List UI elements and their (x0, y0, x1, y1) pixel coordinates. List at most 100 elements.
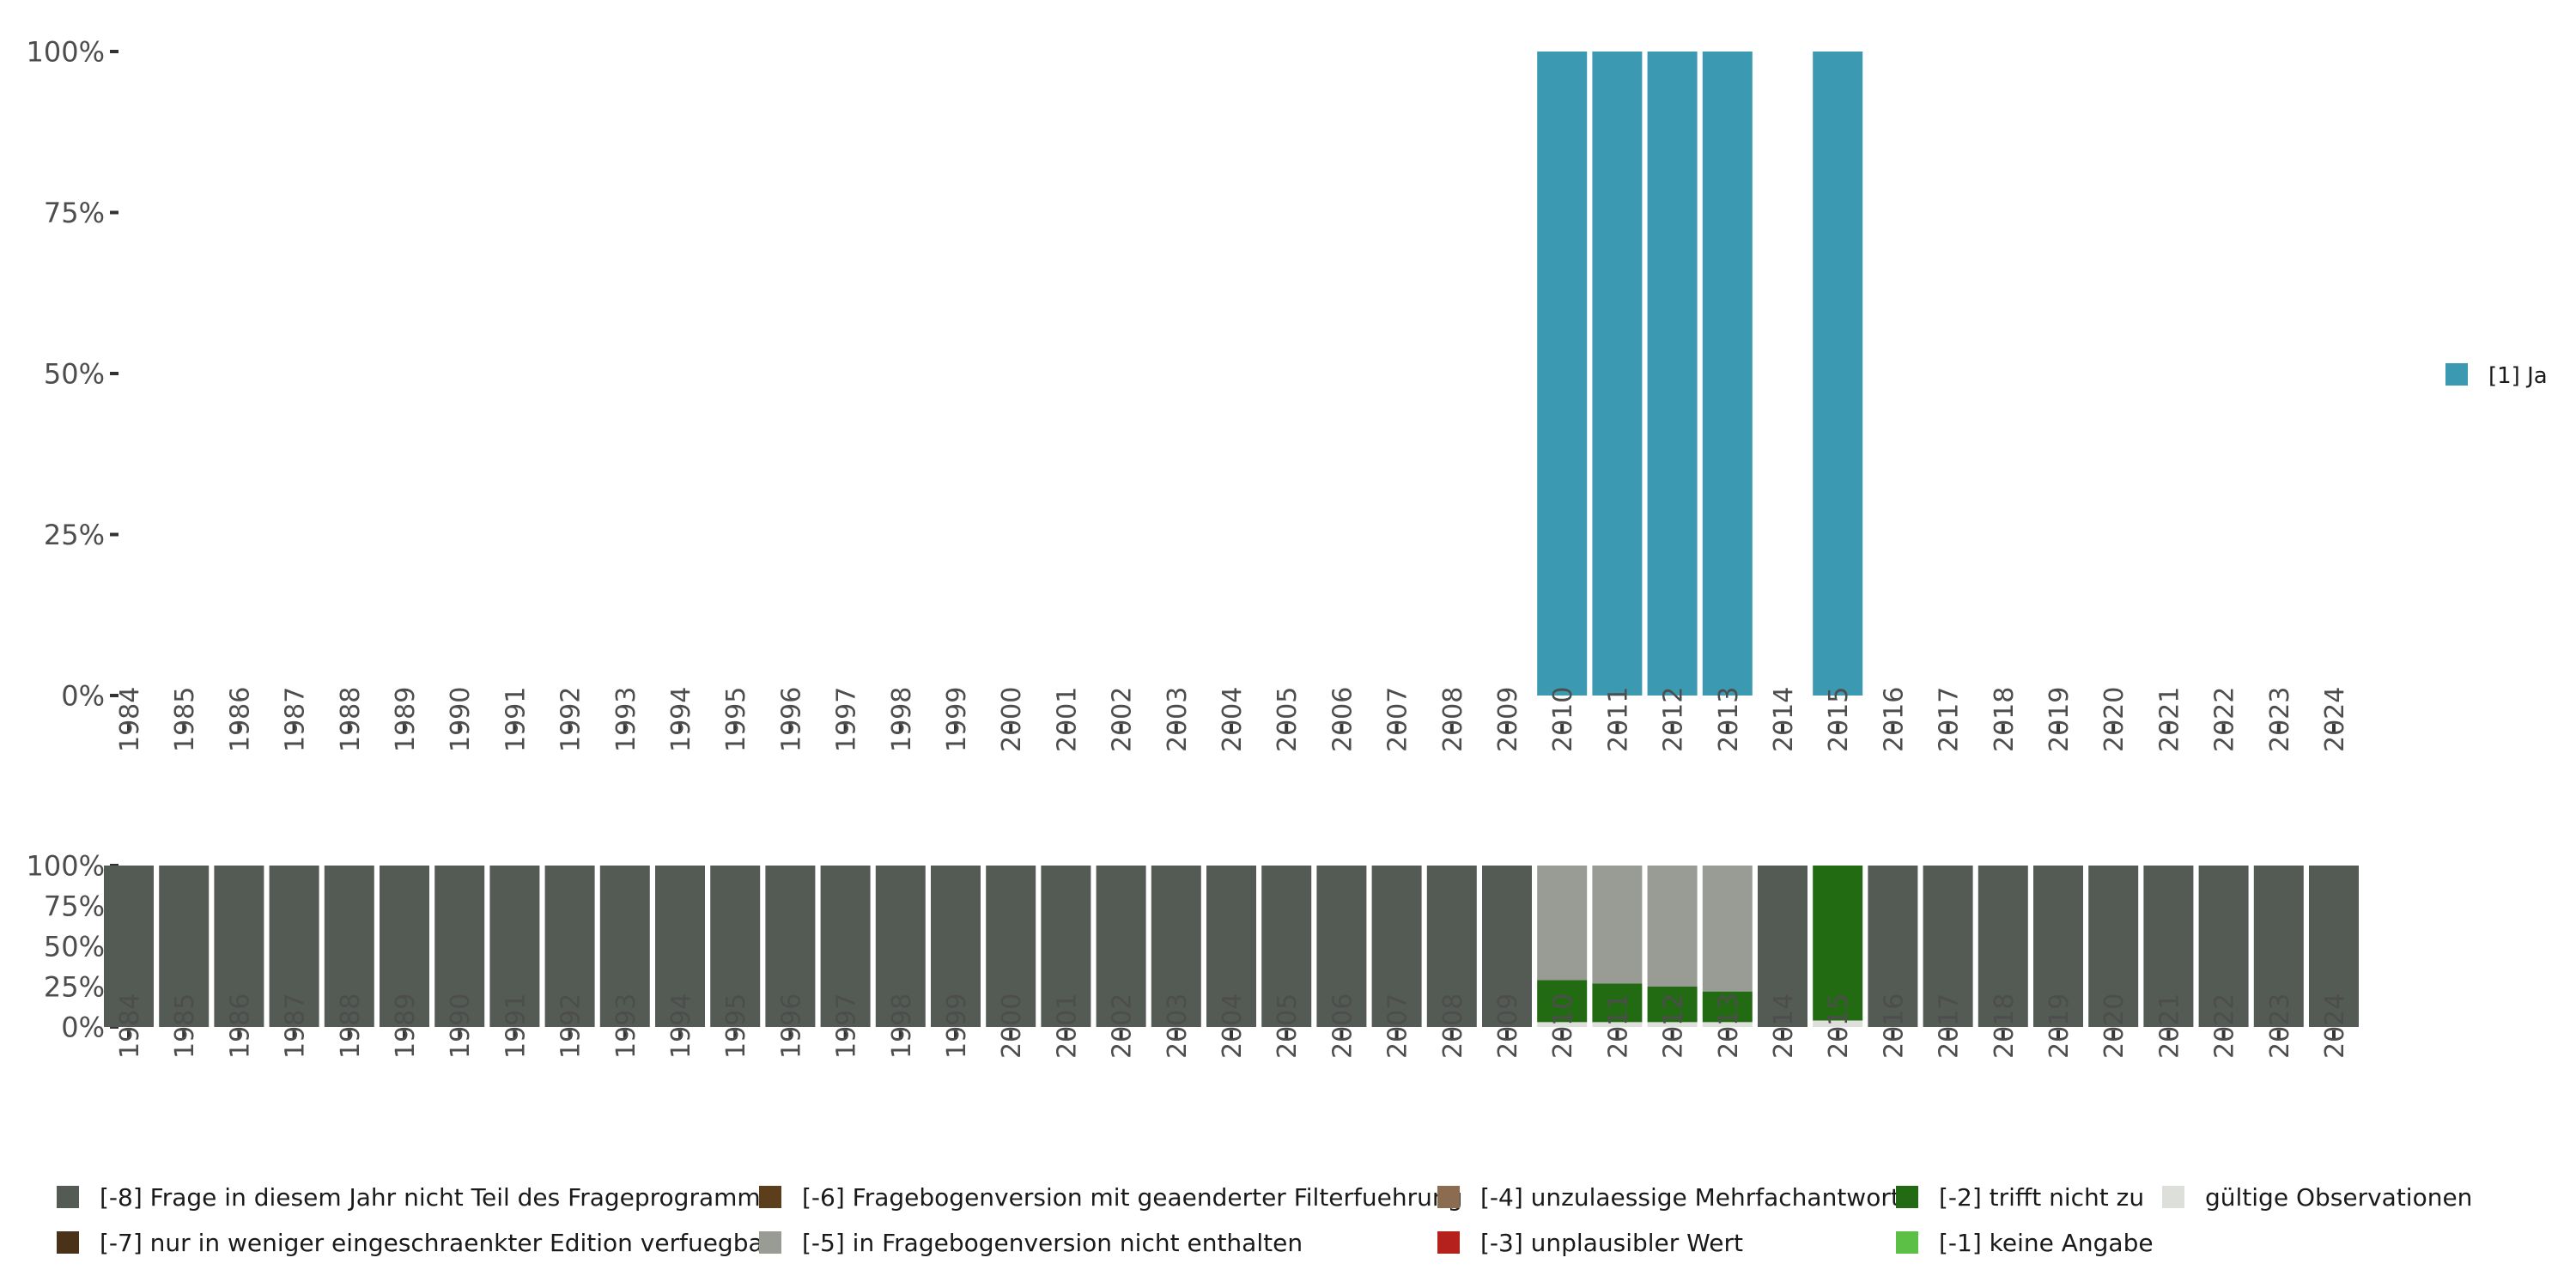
stack-segment-2018 (1978, 866, 2028, 1027)
y-tick-label: 25% (44, 519, 105, 551)
x-tick-label: 2016 (1879, 993, 1909, 1059)
x-tick-label: 2005 (1273, 993, 1303, 1059)
stack-segment-1984 (104, 866, 154, 1027)
x-tick-label: 2002 (1108, 687, 1138, 752)
stack-segment-2008 (1426, 866, 1477, 1027)
x-tick-label: 1988 (336, 687, 366, 752)
x-tick-label: 2004 (1218, 687, 1248, 752)
x-tick-label: 2020 (2099, 687, 2129, 752)
legend-swatch (759, 1231, 781, 1254)
x-tick-label: 2022 (2210, 993, 2240, 1059)
x-tick-label: 2013 (1714, 993, 1744, 1059)
stack-segment-1991 (489, 866, 540, 1027)
x-tick-label: 1990 (446, 993, 476, 1059)
stack-segment-2007 (1371, 866, 1422, 1027)
legend-label: gültige Observationen (2205, 1183, 2472, 1212)
x-tick-label: 1999 (942, 687, 972, 752)
x-tick-label: 1986 (225, 687, 255, 752)
stack-segment-2023 (2253, 866, 2304, 1027)
x-tick-label: 1985 (170, 993, 200, 1059)
x-tick-label: 2010 (1548, 993, 1578, 1059)
x-tick-label: 1999 (942, 993, 972, 1059)
y-tick-label: 0% (61, 680, 105, 713)
legend-label: [-6] Fragebogenversion mit geaenderter F… (802, 1183, 1462, 1212)
stack-segment-2000 (986, 866, 1036, 1027)
x-tick-label: 2007 (1383, 993, 1413, 1059)
x-tick-label: 1992 (556, 687, 586, 752)
legend-swatch (1896, 1186, 1918, 1208)
y-tick-label: 50% (44, 358, 105, 391)
stack-segment-1987 (269, 866, 319, 1027)
stack-segment-2005 (1261, 866, 1312, 1027)
x-tick-label: 2019 (2044, 993, 2075, 1059)
bar-2013 (1702, 52, 1753, 696)
stack-segment-1986 (214, 866, 264, 1027)
x-tick-label: 2017 (1935, 993, 1965, 1059)
x-tick-label: 2014 (1769, 993, 1799, 1059)
stack-segment-2001 (1041, 866, 1091, 1027)
x-tick-label: 2023 (2265, 993, 2295, 1059)
x-tick-label: 1997 (832, 687, 862, 752)
stack-segment-2019 (2033, 866, 2083, 1027)
y-tick-label: 100% (27, 850, 105, 883)
stack-segment-1995 (710, 866, 761, 1027)
x-tick-label: 2012 (1659, 687, 1689, 752)
x-tick-label: 1984 (115, 993, 145, 1059)
stack-segment-1993 (599, 866, 650, 1027)
x-tick-label: 2022 (2210, 687, 2240, 752)
x-tick-label: 1986 (225, 993, 255, 1059)
x-tick-label: 2001 (1052, 687, 1082, 752)
legend-label: [-5] in Fragebogenversion nicht enthalte… (802, 1229, 1303, 1257)
x-tick-label: 2021 (2154, 993, 2184, 1059)
x-tick-label: 2000 (997, 687, 1027, 752)
x-tick-label: 2015 (1824, 993, 1854, 1059)
bar-2011 (1592, 52, 1643, 696)
x-tick-label: 1990 (446, 687, 476, 752)
stack-segment-2010 (1537, 1022, 1588, 1027)
x-tick-label: 2011 (1603, 993, 1633, 1059)
x-tick-label: 2001 (1052, 993, 1082, 1059)
legend-label: [-2] trifft nicht zu (1939, 1183, 2144, 1212)
x-tick-label: 2002 (1108, 993, 1138, 1059)
x-tick-label: 2010 (1548, 687, 1578, 752)
bar-2015 (1813, 52, 1863, 696)
x-tick-label: 1987 (281, 993, 311, 1059)
y-tick-label: 75% (44, 890, 105, 923)
x-tick-label: 1995 (721, 687, 751, 752)
stack-segment-2016 (1868, 866, 1918, 1027)
bar-2012 (1647, 52, 1698, 696)
legend-swatch (1437, 1186, 1460, 1208)
stack-segment-2002 (1096, 866, 1146, 1027)
legend-label: [-7] nur in weniger eingeschraenkter Edi… (100, 1229, 774, 1257)
x-tick-label: 2023 (2265, 687, 2295, 752)
x-tick-label: 2003 (1163, 687, 1193, 752)
stack-segment-2015 (1813, 1020, 1863, 1027)
stack-segment-2017 (1923, 866, 1973, 1027)
stack-segment-2020 (2088, 866, 2139, 1027)
stack-segment-2012 (1647, 1022, 1698, 1027)
stack-segment-2011 (1592, 983, 1643, 1023)
stack-segment-2021 (2143, 866, 2194, 1027)
legend-swatch (57, 1231, 79, 1254)
legend-label: [-3] unplausibler Wert (1480, 1229, 1743, 1257)
x-tick-label: 1993 (611, 993, 641, 1059)
x-tick-label: 2016 (1879, 687, 1909, 752)
x-tick-label: 2014 (1769, 687, 1799, 752)
y-tick-label: 50% (44, 931, 105, 963)
stack-segment-2009 (1482, 866, 1532, 1027)
stack-segment-1997 (820, 866, 871, 1027)
x-tick-label: 2007 (1383, 687, 1413, 752)
x-tick-label: 1989 (391, 687, 421, 752)
stack-segment-1999 (931, 866, 981, 1027)
x-tick-label: 1996 (776, 687, 806, 752)
legend-label: [-1] keine Angabe (1939, 1229, 2154, 1257)
x-tick-label: 2006 (1327, 993, 1358, 1059)
x-tick-label: 2008 (1438, 993, 1468, 1059)
x-tick-label: 2018 (1990, 687, 2020, 752)
x-tick-label: 2015 (1824, 687, 1854, 752)
stack-segment-2012 (1647, 866, 1698, 987)
stack-segment-2012 (1647, 987, 1698, 1023)
stack-segment-2003 (1151, 866, 1201, 1027)
stack-segment-2022 (2198, 866, 2249, 1027)
